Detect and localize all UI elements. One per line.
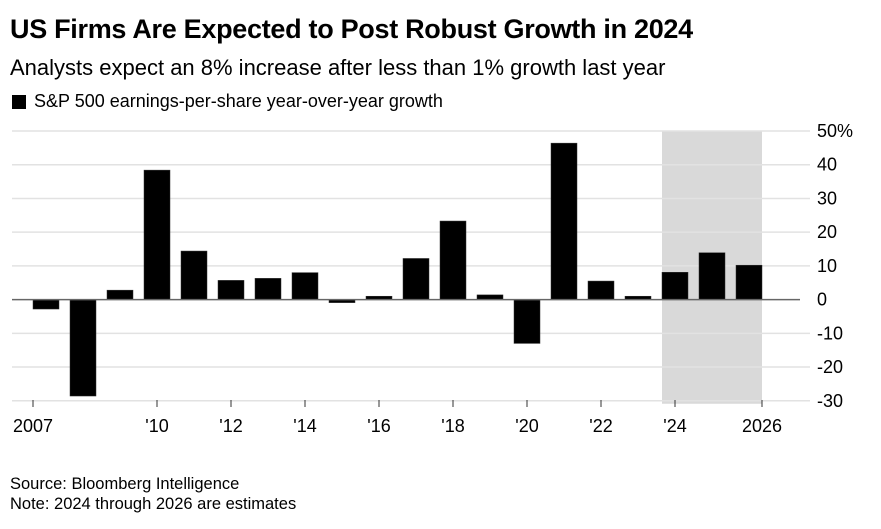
y-tick-label: 30	[817, 188, 837, 208]
chart-subtitle: Analysts expect an 8% increase after les…	[10, 55, 666, 80]
bar-2022	[587, 280, 615, 300]
bar-2014	[291, 272, 319, 300]
bar-2026	[735, 264, 763, 300]
bar-2010	[143, 169, 171, 300]
bar-2020	[513, 299, 541, 344]
bar-2025	[698, 252, 726, 300]
bar-2008	[69, 299, 97, 397]
bar-2021	[550, 142, 578, 300]
x-tick-label: '14	[293, 416, 316, 436]
x-tick-label: '12	[219, 416, 242, 436]
y-tick-label: -30	[817, 391, 843, 411]
x-tick-label: '18	[441, 416, 464, 436]
footer: Source: Bloomberg Intelligence Note: 202…	[10, 474, 296, 514]
y-tick-label: 20	[817, 222, 837, 242]
legend: S&P 500 earnings-per-share year-over-yea…	[12, 91, 443, 112]
legend-swatch	[12, 94, 26, 109]
y-tick-label: -10	[817, 323, 843, 343]
x-tick-label: '20	[515, 416, 538, 436]
y-tick-label: 0	[817, 290, 827, 310]
estimate-note: Note: 2024 through 2026 are estimates	[10, 495, 297, 513]
source-note: Source: Bloomberg Intelligence	[10, 475, 240, 493]
x-tick-label: '10	[145, 416, 168, 436]
legend-label: S&P 500 earnings-per-share year-over-yea…	[34, 91, 443, 111]
bar-2012	[217, 280, 245, 300]
x-tick-label: '16	[367, 416, 390, 436]
bar-2013	[254, 278, 282, 300]
x-tick-label: '22	[589, 416, 612, 436]
y-tick-label: 50%	[817, 121, 853, 141]
bar-2024	[661, 272, 689, 300]
chart-title: US Firms Are Expected to Post Robust Gro…	[10, 14, 693, 44]
bar-2018	[439, 220, 467, 300]
bar-2007	[32, 299, 60, 310]
chart-plot: 50% 40 30 20 10 0 -10 -20 -30 2007 '10 '12 '14 '16 '18…	[12, 121, 853, 436]
bar-2011	[180, 250, 208, 300]
x-tick-label: 2007	[13, 416, 53, 436]
x-tick-label: '24	[663, 416, 686, 436]
bar-2009	[106, 289, 134, 300]
y-tick-label: 40	[817, 155, 837, 175]
x-tick-label: 2026	[742, 416, 782, 436]
bar-2017	[402, 258, 430, 300]
y-tick-label: 10	[817, 256, 837, 276]
y-tick-label: -20	[817, 357, 843, 377]
